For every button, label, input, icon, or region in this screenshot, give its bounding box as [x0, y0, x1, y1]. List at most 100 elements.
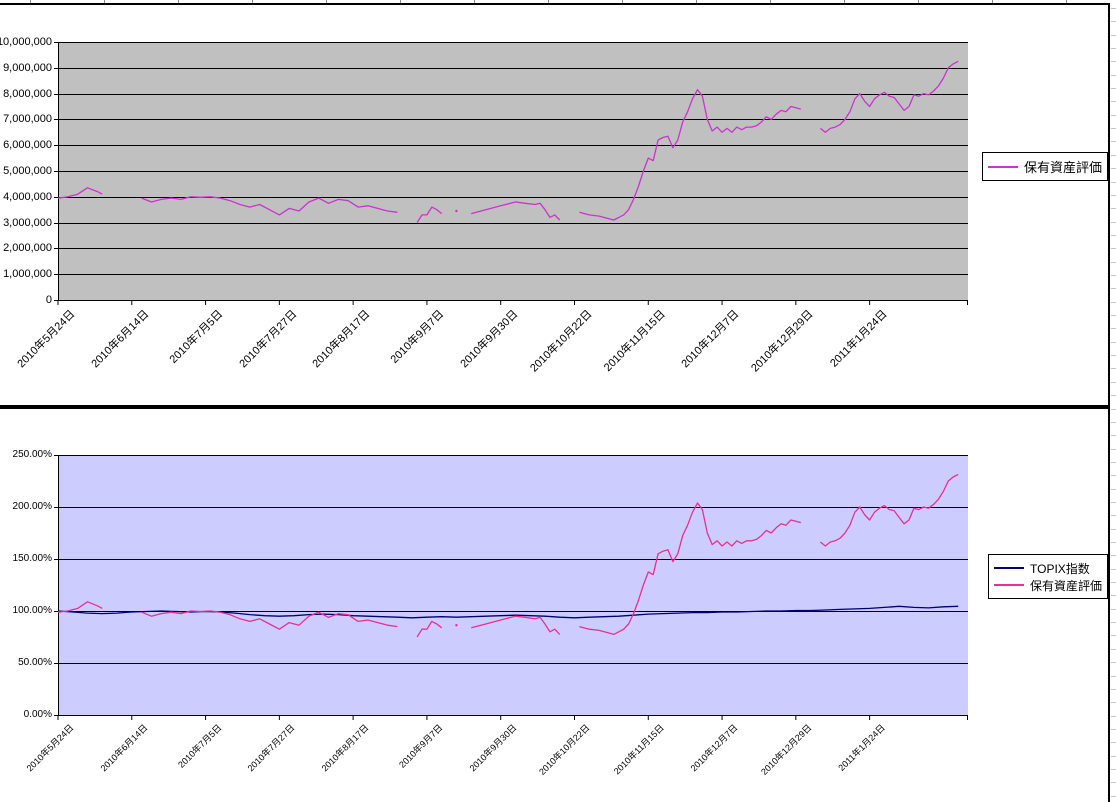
row-gridline — [1111, 449, 1116, 450]
legend-item-asset: 保有資産評価 — [994, 577, 1102, 594]
x-axis-label: 2010年7月27日 — [245, 722, 297, 774]
asset-chart-legend[interactable]: 保有資産評価 — [982, 152, 1108, 181]
x-axis-label: 2010年6月14日 — [89, 308, 152, 371]
legend-label-asset: 保有資産評価 — [1030, 578, 1103, 593]
x-axis-label: 2010年7月27日 — [236, 308, 299, 371]
x-axis-label: 2010年12月29日 — [749, 308, 816, 375]
row-gridline — [1111, 676, 1116, 677]
asset-chart-plot-area[interactable] — [54, 42, 970, 312]
column-tick — [400, 0, 401, 3]
row-gridline — [1111, 689, 1116, 690]
x-axis-label: 2011年1月24日 — [827, 308, 890, 370]
row-gridline — [1111, 61, 1116, 62]
x-axis-label: 2010年11月15日 — [602, 308, 668, 374]
x-axis-label: 2010年9月30日 — [458, 308, 521, 371]
series-保有資産評価[interactable] — [57, 473, 959, 638]
row-gridline — [1111, 662, 1116, 663]
performance-chart-legend[interactable]: TOPIX指数 保有資産評価 — [988, 554, 1108, 599]
row-gridline — [1111, 88, 1116, 89]
row-gridline — [1111, 515, 1116, 516]
row-gridline — [1111, 355, 1116, 356]
x-axis-label: 2010年12月29日 — [758, 722, 814, 777]
y-axis-label: 4,000,000 — [3, 190, 52, 203]
row-gridline — [1111, 328, 1116, 329]
performance-chart-plot-area[interactable] — [54, 455, 970, 727]
row-gridline — [1111, 716, 1116, 717]
row-gridline — [1111, 555, 1116, 556]
x-axis-label: 2010年8月17日 — [319, 722, 371, 774]
column-tick — [548, 0, 549, 3]
column-tick — [622, 0, 623, 3]
y-axis-label: 0.00% — [23, 709, 52, 720]
row-gridline — [1111, 35, 1116, 36]
row-gridline — [1111, 288, 1116, 289]
chart-top-border — [0, 3, 1110, 5]
column-tick — [918, 0, 919, 3]
x-axis-label: 2010年11月15日 — [611, 722, 666, 777]
column-tick — [30, 0, 31, 3]
x-axis-label: 2010年6月14日 — [98, 722, 150, 774]
y-axis-label: 2,000,000 — [3, 242, 52, 255]
row-gridline — [1111, 609, 1116, 610]
row-gridline — [1111, 769, 1116, 770]
legend-item-topix: TOPIX指数 — [994, 560, 1102, 577]
chart-right-border — [1108, 3, 1110, 802]
x-axis-label: 2010年12月7日 — [679, 308, 742, 371]
x-axis-label: 2010年12月7日 — [688, 722, 740, 774]
row-gridline — [1111, 368, 1116, 369]
y-axis-label: 9,000,000 — [3, 61, 52, 74]
x-axis-label: 2010年9月7日 — [396, 722, 445, 770]
row-gridline — [1111, 782, 1116, 783]
row-gridline — [1111, 262, 1116, 263]
chart-divider-border — [0, 405, 1110, 409]
legend-line-sample-asset-icon — [994, 584, 1024, 586]
row-gridline — [1111, 702, 1116, 703]
row-gridline — [1111, 542, 1116, 543]
row-gridline — [1111, 235, 1116, 236]
y-axis-label: 0 — [45, 294, 52, 306]
row-gridline — [1111, 462, 1116, 463]
row-gridline — [1111, 582, 1116, 583]
x-axis-label: 2011年1月24日 — [836, 722, 888, 773]
legend-line-sample-topix-icon — [994, 567, 1024, 569]
row-gridline — [1111, 342, 1116, 343]
x-axis-label: 2010年7月5日 — [175, 722, 224, 770]
asset-value-chart[interactable]: 保有資産評価 10,000,000 9,000,000 8,000,000 7,000… — [0, 0, 1116, 405]
row-gridline — [1111, 8, 1116, 9]
column-tick — [770, 0, 771, 3]
y-axis-label: 10,000,000 — [0, 36, 52, 48]
row-gridline — [1111, 128, 1116, 129]
y-axis-label: 50.00% — [18, 657, 52, 668]
row-gridline — [1111, 168, 1116, 169]
row-gridline — [1111, 649, 1116, 650]
y-axis-label: 1,000,000 — [3, 268, 52, 281]
column-tick — [474, 0, 475, 3]
row-gridline — [1111, 435, 1116, 436]
y-axis-label: 7,000,000 — [3, 113, 52, 126]
legend-label-asset: 保有資産評価 — [1024, 160, 1103, 175]
row-gridline — [1111, 622, 1116, 623]
x-axis-label: 2010年8月17日 — [310, 308, 373, 371]
row-gridline — [1111, 409, 1116, 410]
row-gridline — [1111, 489, 1116, 490]
row-gridline — [1111, 502, 1116, 503]
x-axis-label: 2010年9月30日 — [467, 722, 519, 774]
column-tick — [326, 0, 327, 3]
row-gridline — [1111, 21, 1116, 22]
row-gridline — [1111, 302, 1116, 303]
x-axis-label: 2010年10月22日 — [537, 722, 592, 777]
column-tick — [844, 0, 845, 3]
row-gridline — [1111, 529, 1116, 530]
row-gridline — [1111, 101, 1116, 102]
column-tick — [696, 0, 697, 3]
row-gridline — [1111, 208, 1116, 209]
row-gridline — [1111, 155, 1116, 156]
row-gridline — [1111, 729, 1116, 730]
performance-percent-chart[interactable]: TOPIX指数 保有資産評価 250.00% 200.00% 150.00% 100.… — [0, 409, 1116, 802]
legend-line-sample-asset-icon — [988, 165, 1018, 168]
legend-item-asset: 保有資産評価 — [988, 157, 1102, 176]
series-保有資産評価[interactable] — [57, 60, 959, 223]
row-gridline — [1111, 742, 1116, 743]
y-axis-label: 250.00% — [12, 449, 52, 460]
